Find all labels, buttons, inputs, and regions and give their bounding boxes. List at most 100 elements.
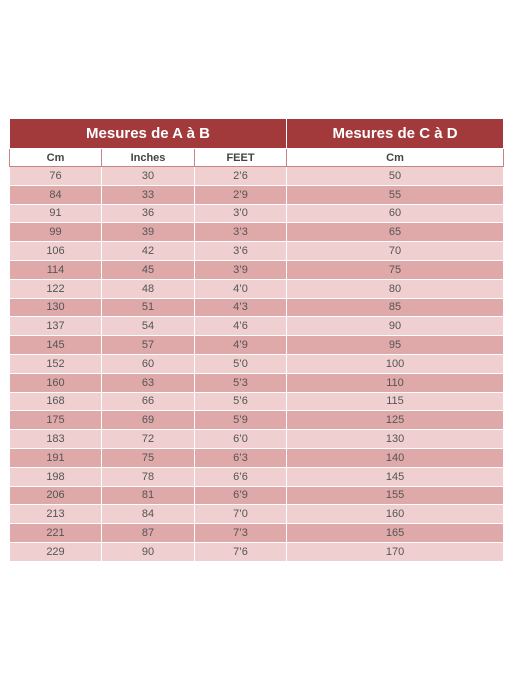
cell-cm: 221	[9, 523, 102, 543]
cell-cm-cd: 100	[286, 353, 505, 374]
cell-cm-cd: 130	[286, 429, 505, 449]
cell-feet: 4’3	[193, 297, 288, 318]
cell-cm: 91	[9, 203, 102, 224]
table-row: 152 60 5’0 100	[9, 353, 505, 374]
cell-cm: 229	[9, 541, 102, 562]
cell-inches: 72	[101, 429, 195, 449]
cell-cm-cd: 165	[286, 523, 505, 543]
cell-cm: 145	[9, 335, 102, 355]
cell-cm: 168	[9, 391, 102, 412]
table-row: 137 54 4’6 90	[9, 316, 505, 337]
cell-cm: 122	[9, 278, 102, 299]
cell-feet: 6’3	[193, 447, 288, 468]
cell-cm: 76	[9, 166, 102, 186]
cell-cm-cd: 155	[286, 485, 505, 506]
cell-feet: 2’6	[193, 166, 288, 186]
cell-cm-cd: 60	[286, 203, 505, 224]
table-row: 91 36 3’0 60	[9, 203, 505, 224]
cell-cm-cd: 55	[286, 184, 505, 205]
table-row: 145 57 4’9 95	[9, 335, 505, 355]
cell-cm-cd: 115	[286, 391, 505, 412]
table-row: 160 63 5’3 110	[9, 372, 505, 393]
cell-inches: 57	[101, 335, 195, 355]
cell-cm-cd: 145	[286, 466, 505, 487]
cell-cm: 106	[9, 241, 102, 261]
cell-inches: 87	[101, 523, 195, 543]
cell-inches: 45	[101, 259, 195, 280]
cell-feet: 6’9	[193, 485, 288, 506]
table-row: 198 78 6’6 145	[9, 466, 505, 487]
table-row: 84 33 2’9 55	[9, 184, 505, 205]
cell-inches: 60	[101, 353, 195, 374]
cell-feet: 4’9	[193, 335, 288, 355]
table-body: 76 30 2’6 50 84 33 2’9 55 91 36 3’0 60 99 39 3’3 65 106 4…	[9, 166, 505, 562]
cell-feet: 3’3	[193, 222, 288, 243]
cell-feet: 6’6	[193, 466, 288, 487]
group-header-row: Mesures de A à B Mesures de C à D	[8, 118, 505, 149]
table-row: 76 30 2’6 50	[9, 166, 505, 186]
cell-inches: 90	[101, 541, 195, 562]
cell-cm-cd: 85	[286, 297, 505, 318]
cell-feet: 4’0	[193, 278, 288, 299]
cell-inches: 54	[101, 316, 195, 337]
cell-cm: 213	[9, 504, 102, 525]
table-row: 114 45 3’9 75	[9, 259, 505, 280]
table-row: 229 90 7’6 170	[9, 541, 505, 562]
cell-cm-cd: 80	[286, 278, 505, 299]
cell-feet: 3’6	[193, 241, 288, 261]
cell-cm: 191	[9, 447, 102, 468]
cell-inches: 33	[101, 184, 195, 205]
table-row: 122 48 4’0 80	[9, 278, 505, 299]
cell-cm: 114	[9, 259, 102, 280]
cell-feet: 4’6	[193, 316, 288, 337]
table-row: 175 69 5’9 125	[9, 410, 505, 431]
table-row: 183 72 6’0 130	[9, 429, 505, 449]
cell-inches: 81	[101, 485, 195, 506]
cell-inches: 63	[101, 372, 195, 393]
size-table: Mesures de A à B Mesures de C à D Cm Inc…	[8, 118, 505, 562]
table-row: 168 66 5’6 115	[9, 391, 505, 412]
cell-feet: 7’6	[193, 541, 288, 562]
cell-feet: 5’6	[193, 391, 288, 412]
cell-inches: 48	[101, 278, 195, 299]
group-header-c-d: Mesures de C à D	[286, 118, 505, 149]
cell-inches: 66	[101, 391, 195, 412]
table-row: 130 51 4’3 85	[9, 297, 505, 318]
cell-cm: 152	[9, 353, 102, 374]
cell-cm: 206	[9, 485, 102, 506]
cell-inches: 75	[101, 447, 195, 468]
cell-cm: 183	[9, 429, 102, 449]
column-header-row: Cm Inches FEET Cm	[9, 148, 505, 167]
cell-cm: 160	[9, 372, 102, 393]
cell-inches: 30	[101, 166, 195, 186]
cell-feet: 6’0	[193, 429, 288, 449]
cell-feet: 5’0	[193, 353, 288, 374]
cell-feet: 3’9	[193, 259, 288, 280]
cell-inches: 36	[101, 203, 195, 224]
cell-cm-cd: 50	[286, 166, 505, 186]
cell-feet: 7’3	[193, 523, 288, 543]
cell-inches: 51	[101, 297, 195, 318]
cell-feet: 3’0	[193, 203, 288, 224]
cell-inches: 84	[101, 504, 195, 525]
cell-cm-cd: 140	[286, 447, 505, 468]
cell-cm: 130	[9, 297, 102, 318]
group-header-a-b: Mesures de A à B	[8, 118, 288, 149]
cell-inches: 42	[101, 241, 195, 261]
table-row: 99 39 3’3 65	[9, 222, 505, 243]
cell-cm-cd: 160	[286, 504, 505, 525]
cell-cm: 198	[9, 466, 102, 487]
size-chart: Mesures de A à B Mesures de C à D Cm Inc…	[8, 118, 505, 562]
cell-cm: 99	[9, 222, 102, 243]
cell-inches: 39	[101, 222, 195, 243]
table-row: 221 87 7’3 165	[9, 523, 505, 543]
cell-cm-cd: 70	[286, 241, 505, 261]
cell-cm-cd: 75	[286, 259, 505, 280]
table-row: 191 75 6’3 140	[9, 447, 505, 468]
cell-cm: 84	[9, 184, 102, 205]
cell-cm-cd: 65	[286, 222, 505, 243]
cell-cm-cd: 90	[286, 316, 505, 337]
cell-feet: 2’9	[193, 184, 288, 205]
table-row: 206 81 6’9 155	[9, 485, 505, 506]
column-header-inches: Inches	[101, 148, 195, 167]
